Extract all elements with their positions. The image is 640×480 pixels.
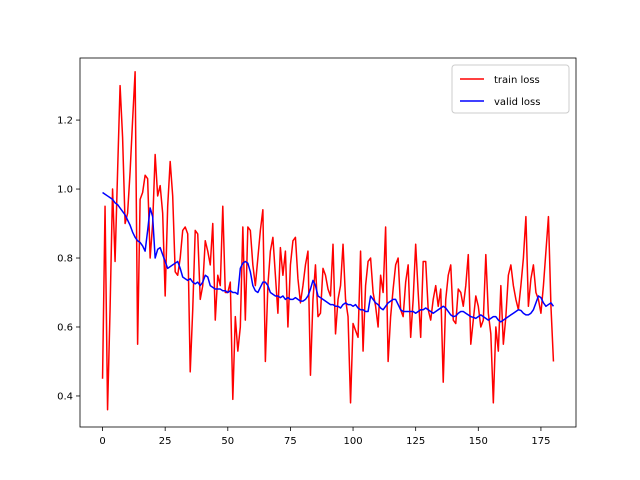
y-tick-label: 0.6 <box>57 322 73 333</box>
y-tick-label: 0.4 <box>57 391 73 402</box>
y-tick-label: 1.2 <box>57 116 73 127</box>
y-tick-label: 1.0 <box>57 185 73 196</box>
x-tick-label: 75 <box>284 436 297 447</box>
x-tick-label: 25 <box>159 436 172 447</box>
x-tick-label: 150 <box>469 436 488 447</box>
x-tick-label: 175 <box>531 436 550 447</box>
line <box>101 71 555 411</box>
plot-frame <box>79 57 577 428</box>
legend-label: valid loss <box>494 97 540 108</box>
x-tick-label: 0 <box>99 436 105 447</box>
legend-label: train loss <box>494 75 540 86</box>
line <box>102 191 555 323</box>
x-tick-label: 125 <box>406 436 425 447</box>
y-tick-label: 0.8 <box>57 254 73 265</box>
x-tick-label: 100 <box>344 436 363 447</box>
x-tick-label: 50 <box>221 436 234 447</box>
